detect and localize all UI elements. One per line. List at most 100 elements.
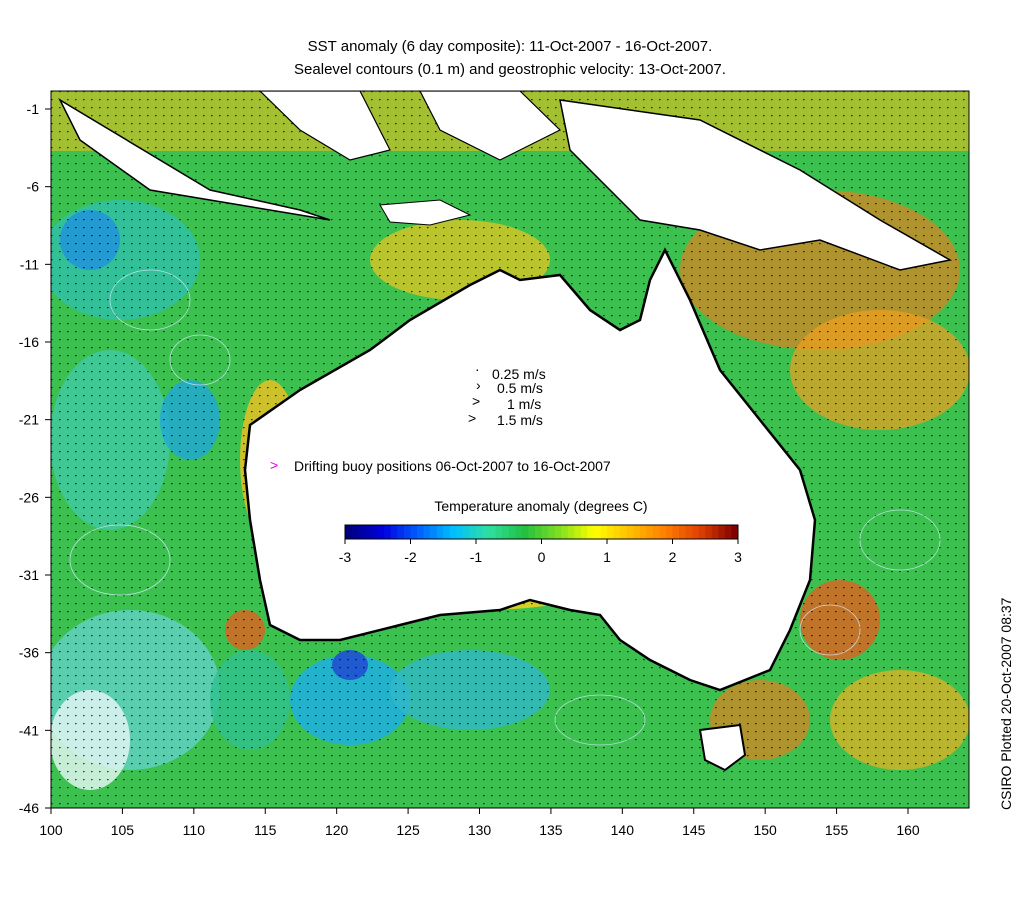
colorbar-cell <box>397 525 405 539</box>
x-tick-label: 155 <box>825 822 849 838</box>
x-tick-label: 115 <box>254 822 277 838</box>
velocity-label-025: 0.25 m/s <box>492 366 546 382</box>
colorbar-cell <box>410 525 418 539</box>
colorbar-cell <box>679 525 687 539</box>
x-tick-label: 100 <box>39 822 63 838</box>
colorbar-cell <box>587 525 595 539</box>
colorbar-cell <box>482 525 490 539</box>
colorbar-cell <box>567 525 575 539</box>
colorbar-cell <box>534 525 542 539</box>
map-title-line2: Sealevel contours (0.1 m) and geostrophi… <box>294 61 726 78</box>
colorbar-cell <box>495 525 503 539</box>
colorbar-cell <box>358 525 366 539</box>
colorbar-cell <box>417 525 425 539</box>
colorbar-cell <box>685 525 693 539</box>
sst-field <box>51 91 969 808</box>
y-tick-label: -31 <box>19 567 39 583</box>
colorbar-cell <box>692 525 700 539</box>
colorbar-cell <box>541 525 549 539</box>
x-axis: 100 105 110 115 120 125 130 135 140 145 150 155 160 <box>39 808 920 838</box>
velocity-label-15: 1.5 m/s <box>497 412 543 428</box>
colorbar-cell <box>672 525 680 539</box>
velocity-label-1: 1 m/s <box>507 396 541 412</box>
colorbar-cell <box>639 525 647 539</box>
y-tick-label: -46 <box>19 800 39 816</box>
colorbar-cell <box>731 525 739 539</box>
x-tick-label: 150 <box>753 822 777 838</box>
colorbar-cell <box>456 525 464 539</box>
colorbar-cell <box>698 525 706 539</box>
colorbar-cell <box>665 525 673 539</box>
colorbar-cell <box>364 525 372 539</box>
y-axis: -1 -6 -11 -16 -21 -26 -31 -36 -41 -46 <box>19 101 51 816</box>
colorbar-cell <box>593 525 601 539</box>
colorbar-cell <box>469 525 477 539</box>
colorbar-cell <box>515 525 523 539</box>
colorbar-tick-label: -2 <box>404 549 417 565</box>
colorbar-cell <box>502 525 510 539</box>
colorbar-cell <box>724 525 732 539</box>
colorbar-cell <box>561 525 569 539</box>
colorbar-cell <box>430 525 438 539</box>
x-tick-label: 125 <box>396 822 420 838</box>
velocity-legend: · 0.25 m/s › 0.5 m/s > 1 m/s > 1.5 m/s <box>468 361 546 428</box>
colorbar-cell <box>508 525 516 539</box>
australia-landmass <box>243 247 817 692</box>
colorbar-cell <box>626 525 634 539</box>
y-tick-label: -41 <box>19 722 39 738</box>
colorbar-tick-label: 3 <box>734 549 742 565</box>
y-tick-label: -21 <box>19 412 39 428</box>
colorbar-tick-label: -3 <box>339 549 352 565</box>
x-tick-label: 105 <box>111 822 135 838</box>
colorbar-cell <box>476 525 484 539</box>
x-tick-label: 120 <box>325 822 349 838</box>
colorbar: Temperature anomaly (degrees C) -3 -2 -1 0 1… <box>339 498 742 565</box>
colorbar-cell <box>403 525 411 539</box>
velocity-arrow-icon: · <box>475 361 480 377</box>
plot-credit: CSIRO Plotted 20-Oct-2007 08:37 <box>998 597 1014 810</box>
colorbar-cell <box>600 525 608 539</box>
y-tick-label: -1 <box>27 101 40 117</box>
colorbar-tick-label: 2 <box>669 549 677 565</box>
colorbar-cell <box>705 525 713 539</box>
colorbar-cell <box>351 525 359 539</box>
x-tick-label: 135 <box>539 822 563 838</box>
colorbar-cell <box>443 525 451 539</box>
x-tick-label: 145 <box>682 822 706 838</box>
y-tick-label: -36 <box>19 645 39 661</box>
velocity-label-05: 0.5 m/s <box>497 380 543 396</box>
colorbar-tick-label: -1 <box>470 549 483 565</box>
colorbar-cell <box>659 525 667 539</box>
colorbar-tick-label: 0 <box>538 549 546 565</box>
buoy-legend-label: Drifting buoy positions 06-Oct-2007 to 1… <box>294 458 611 474</box>
colorbar-cell <box>711 525 719 539</box>
velocity-arrow-icon: › <box>476 377 481 393</box>
colorbar-title: Temperature anomaly (degrees C) <box>434 498 647 514</box>
colorbar-tick-label: 1 <box>603 549 611 565</box>
colorbar-cell <box>345 525 353 539</box>
x-tick-label: 160 <box>896 822 920 838</box>
colorbar-cell <box>390 525 398 539</box>
y-tick-label: -11 <box>20 256 39 272</box>
x-tick-label: 130 <box>468 822 492 838</box>
colorbar-cell <box>574 525 582 539</box>
colorbar-cell <box>620 525 628 539</box>
velocity-arrow-icon: > <box>472 393 480 409</box>
y-tick-label: -16 <box>19 334 39 350</box>
x-tick-label: 110 <box>183 822 206 838</box>
map-title-line1: SST anomaly (6 day composite): 11-Oct-20… <box>307 38 713 55</box>
colorbar-cell <box>462 525 470 539</box>
colorbar-cell <box>384 525 392 539</box>
x-tick-label: 140 <box>611 822 635 838</box>
colorbar-cell <box>528 525 536 539</box>
colorbar-cell <box>580 525 588 539</box>
tasmania <box>698 723 747 772</box>
buoy-marker-icon: > <box>270 457 278 473</box>
buoy-legend: > Drifting buoy positions 06-Oct-2007 to… <box>270 457 611 474</box>
colorbar-cell <box>489 525 497 539</box>
colorbar-cell <box>548 525 556 539</box>
colorbar-cell <box>436 525 444 539</box>
colorbar-cell <box>652 525 660 539</box>
colorbar-cell <box>521 525 529 539</box>
